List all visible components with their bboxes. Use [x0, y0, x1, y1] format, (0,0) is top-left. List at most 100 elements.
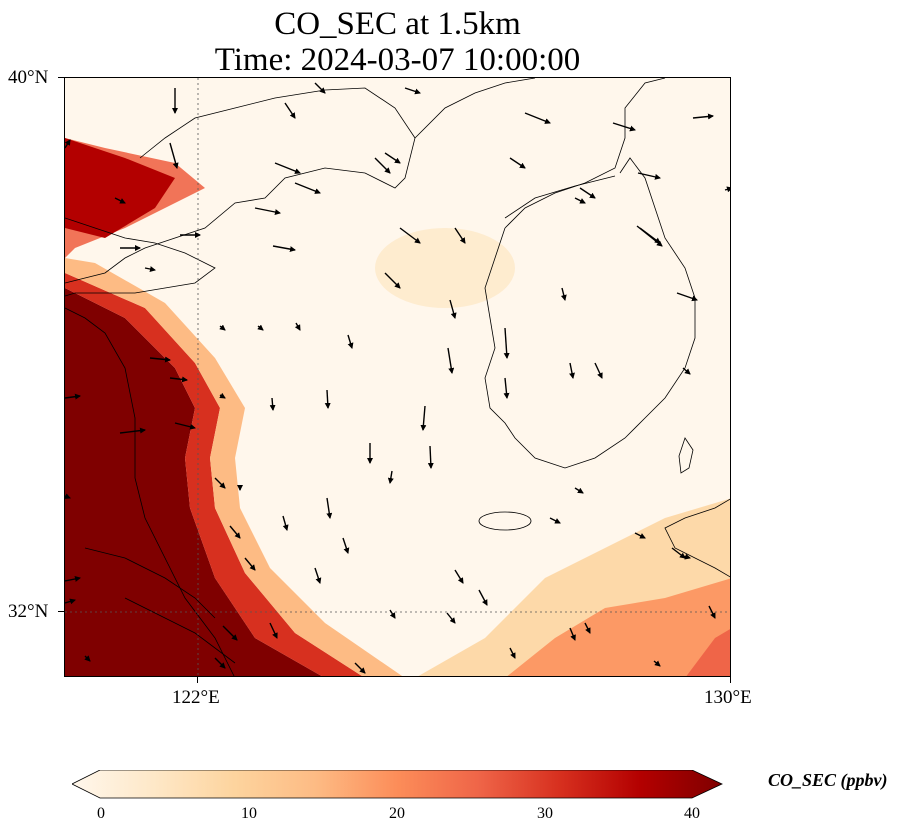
colorbar-tick: 10	[241, 805, 257, 822]
liaodong-coast	[414, 78, 536, 139]
wind-arrow	[478, 589, 488, 606]
wind-arrow	[503, 377, 510, 399]
wind-arrow	[84, 655, 91, 662]
wind-arrow	[314, 567, 322, 584]
map-panel	[64, 77, 731, 677]
colorbar-tick: 30	[537, 805, 553, 822]
tick-mark	[58, 611, 64, 612]
co-field	[65, 138, 730, 676]
wind-arrow	[65, 493, 71, 499]
wind-arrow	[682, 367, 691, 375]
se-plume	[507, 578, 730, 676]
wind-vectors	[65, 82, 730, 674]
wind-arrow	[503, 327, 510, 359]
wind-arrow	[449, 299, 457, 319]
wind-arrow	[509, 157, 526, 169]
wind-arrow	[269, 622, 278, 639]
tick-mark	[197, 677, 198, 683]
high-co-region	[65, 138, 175, 238]
wind-arrow	[389, 609, 396, 619]
colorbar-body	[72, 770, 723, 799]
wind-arrow	[399, 227, 421, 244]
wind-arrow	[594, 362, 603, 379]
tick-mark	[730, 677, 731, 683]
wind-arrow	[454, 569, 464, 584]
wind-arrow	[420, 405, 427, 431]
map-subtitle: Time: 2024-03-07 10:00:00	[214, 42, 581, 78]
wind-arrow	[282, 515, 289, 531]
wind-arrow	[574, 197, 586, 204]
wind-arrow	[65, 598, 76, 605]
wind-arrow	[612, 122, 636, 132]
colorbar	[72, 770, 723, 799]
wind-arrow	[569, 362, 575, 379]
wind-arrow	[579, 187, 596, 199]
wind-arrow	[560, 287, 567, 301]
wind-arrow	[637, 172, 661, 180]
wind-arrow	[274, 162, 301, 174]
colorbar-tick: 20	[389, 805, 405, 822]
wind-arrow	[284, 102, 296, 119]
wind-arrow	[65, 576, 81, 582]
wind-arrow	[671, 547, 686, 559]
wind-arrow	[653, 660, 661, 667]
wind-arrow	[404, 87, 421, 95]
wind-arrow	[374, 157, 391, 174]
wind-arrow	[65, 393, 81, 400]
wind-arrow	[169, 376, 188, 383]
korea-west-coast	[504, 78, 666, 229]
wind-arrow	[636, 225, 663, 247]
dmz-line	[504, 175, 616, 219]
china-east-coast	[65, 307, 235, 676]
coastlines	[65, 78, 730, 676]
wind-arrow	[114, 197, 126, 204]
wind-arrow	[214, 657, 226, 669]
wind-arrow	[342, 537, 350, 554]
wind-arrow	[119, 427, 146, 434]
wind-arrow	[347, 334, 354, 349]
wind-arrow	[524, 112, 551, 124]
wind-arrow	[634, 532, 646, 539]
wind-arrow	[724, 186, 730, 193]
tsushima-island	[678, 437, 694, 474]
wind-arrow	[169, 142, 179, 169]
kyushu-coast	[664, 498, 730, 578]
wind-arrow	[384, 152, 401, 164]
wind-arrow	[384, 272, 401, 289]
wind-arrow	[574, 487, 584, 494]
river	[84, 547, 216, 619]
wind-arrow	[294, 182, 321, 194]
china-coast	[65, 87, 416, 284]
jeju-island	[478, 511, 532, 531]
colorbar-tick: 0	[97, 805, 105, 822]
wind-arrow	[272, 245, 296, 253]
wind-arrow	[324, 389, 331, 409]
lon-label-122e: 122°E	[172, 687, 220, 708]
wind-arrow	[549, 517, 561, 524]
wind-arrow	[244, 557, 256, 571]
wind-arrow	[569, 627, 576, 641]
wind-arrow	[214, 477, 226, 489]
wind-arrow	[65, 139, 71, 149]
korea-peninsula	[484, 157, 696, 469]
wind-arrow	[222, 625, 238, 641]
faint-plume	[375, 228, 515, 308]
wind-arrow	[257, 324, 264, 331]
wind-arrow	[427, 445, 434, 469]
lon-label-130e: 130°E	[704, 687, 752, 708]
wind-arrow	[509, 647, 516, 659]
tick-mark	[58, 77, 64, 78]
wind-arrow	[692, 113, 714, 120]
wind-arrow	[454, 227, 466, 244]
wind-arrow	[294, 322, 301, 331]
colorbar-tick: 40	[684, 805, 700, 822]
lat-label-40n: 40°N	[8, 67, 49, 88]
map-title: CO_SEC at 1.5km	[274, 6, 521, 42]
wind-arrow	[708, 605, 716, 619]
wind-arrow	[219, 324, 226, 331]
wind-arrow	[326, 497, 333, 519]
wind-arrow	[387, 470, 394, 484]
wind-arrow	[229, 525, 241, 539]
high-co-region	[65, 288, 322, 676]
yangtze-estuary	[124, 597, 236, 664]
